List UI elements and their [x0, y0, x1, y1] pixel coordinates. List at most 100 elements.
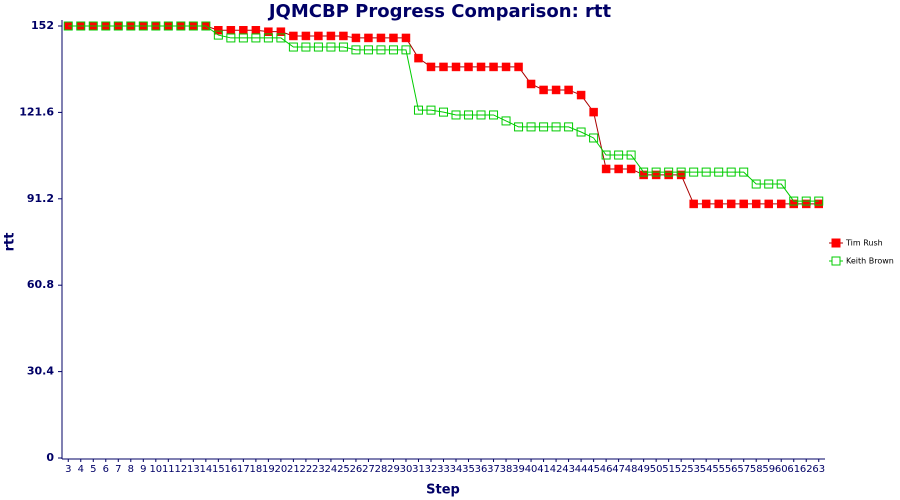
data-point — [751, 199, 761, 209]
x-tick-label: 23 — [312, 464, 325, 475]
data-point — [526, 122, 536, 132]
data-point — [739, 167, 749, 177]
x-tick-label: 24 — [325, 464, 338, 475]
data-point — [714, 199, 723, 209]
x-tick-label: 11 — [162, 464, 175, 475]
data-point — [726, 199, 736, 209]
x-tick-label: 40 — [525, 464, 538, 475]
data-point — [776, 179, 786, 189]
data-point — [239, 26, 248, 35]
x-tick-label: 42 — [550, 464, 563, 475]
data-point — [301, 42, 311, 52]
x-tick-label: 61 — [787, 464, 800, 475]
x-tick-label: 19 — [262, 464, 275, 475]
data-point — [276, 27, 286, 36]
data-point — [689, 167, 699, 177]
data-point — [551, 85, 561, 95]
data-point — [589, 107, 598, 117]
data-point — [764, 179, 774, 189]
data-point — [501, 62, 511, 72]
x-tick-label: 50 — [650, 464, 663, 475]
data-point — [726, 167, 736, 177]
data-point — [138, 21, 148, 31]
data-point — [176, 21, 186, 31]
data-point — [439, 107, 448, 117]
data-point — [339, 31, 348, 41]
x-tick-label: 13 — [187, 464, 200, 475]
data-point — [476, 62, 486, 72]
data-point — [526, 79, 536, 89]
y-tick-label: 60.8 — [27, 278, 54, 291]
data-point — [564, 85, 573, 95]
data-point — [814, 196, 824, 206]
data-point — [151, 21, 161, 31]
data-point — [626, 164, 636, 174]
data-point — [676, 167, 686, 177]
data-point — [251, 33, 261, 43]
data-point — [789, 196, 799, 206]
x-tick-label: 18 — [250, 464, 263, 475]
data-point — [539, 122, 549, 132]
x-tick-label: 37 — [487, 464, 500, 475]
data-point — [388, 45, 398, 55]
x-tick-label: 39 — [512, 464, 525, 475]
data-point — [426, 62, 436, 72]
x-tick-label: 29 — [387, 464, 400, 475]
x-tick-label: 26 — [350, 464, 363, 475]
data-point — [251, 26, 261, 35]
data-point — [451, 62, 461, 72]
data-point — [476, 110, 486, 120]
data-point — [739, 199, 748, 209]
data-point — [664, 167, 674, 177]
x-tick-label: 7 — [115, 464, 121, 475]
data-point — [414, 53, 423, 63]
x-tick-label: 51 — [662, 464, 675, 475]
x-tick-label: 58 — [750, 464, 763, 475]
legend-label: Tim Rush — [845, 239, 883, 248]
x-tick-label: 55 — [712, 464, 725, 475]
x-tick-label: 63 — [812, 464, 825, 475]
data-point — [576, 127, 586, 137]
data-point — [439, 62, 448, 72]
x-tick-label: 8 — [128, 464, 134, 475]
x-tick-label: 14 — [199, 464, 212, 475]
data-point — [289, 31, 298, 41]
data-point — [401, 33, 411, 43]
x-tick-label: 4 — [78, 464, 84, 475]
x-tick-label: 33 — [437, 464, 450, 475]
data-point — [489, 62, 498, 72]
data-point — [401, 45, 411, 55]
data-point — [764, 199, 773, 209]
x-tick-label: 46 — [600, 464, 613, 475]
y-tick-label: 121.6 — [19, 105, 54, 118]
x-tick-label: 25 — [337, 464, 350, 475]
data-point — [614, 164, 623, 174]
data-point — [614, 150, 624, 160]
legend-label: Keith Brown — [846, 257, 894, 266]
data-point — [338, 42, 348, 52]
x-tick-label: 54 — [700, 464, 713, 475]
y-axis-label: rtt — [3, 233, 18, 252]
data-point — [751, 179, 761, 189]
data-point — [163, 21, 173, 31]
x-tick-label: 41 — [537, 464, 550, 475]
data-point — [464, 62, 473, 72]
data-point — [451, 110, 461, 120]
x-tick-label: 47 — [612, 464, 625, 475]
x-tick-label: 6 — [103, 464, 109, 475]
x-tick-label: 60 — [775, 464, 788, 475]
data-point — [639, 167, 649, 177]
data-point — [714, 167, 724, 177]
x-tick-label: 21 — [287, 464, 300, 475]
x-tick-label: 20 — [275, 464, 288, 475]
data-point — [389, 33, 398, 43]
data-point — [113, 21, 123, 31]
series-line — [68, 25, 819, 202]
data-point — [701, 199, 711, 209]
data-point — [489, 110, 499, 120]
data-point — [376, 33, 386, 43]
data-point — [564, 122, 574, 132]
data-point — [501, 116, 511, 126]
data-point — [351, 45, 361, 55]
